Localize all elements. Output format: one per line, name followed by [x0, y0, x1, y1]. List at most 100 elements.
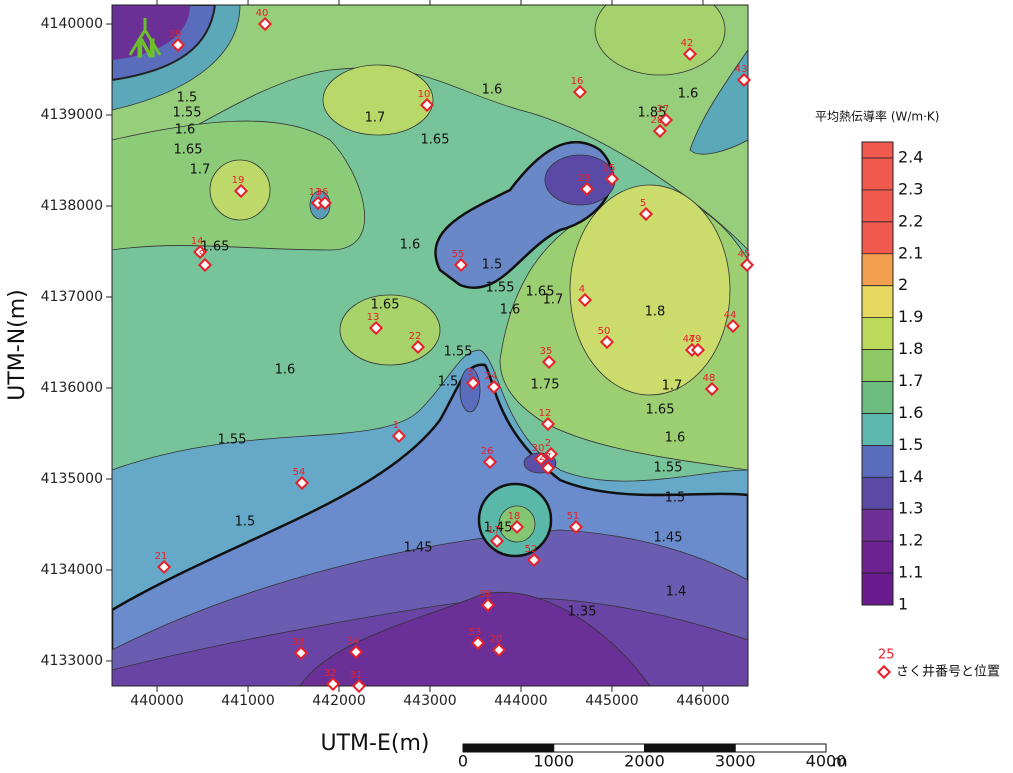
- scalebar-label: 1000: [533, 752, 574, 770]
- well-label: 27: [539, 452, 552, 463]
- contour-label: 1.6: [482, 83, 503, 98]
- colorbar-tick-label: 1.2: [898, 531, 923, 550]
- well-label: 10: [418, 89, 431, 100]
- contour-label: 1.7: [365, 111, 386, 126]
- well-label: 51: [567, 511, 580, 522]
- well-label: 16: [571, 76, 584, 87]
- colorbar-cell: [861, 381, 894, 414]
- well-marker: [533, 451, 549, 467]
- well-label: 49: [689, 334, 702, 345]
- well-marker: [257, 16, 273, 32]
- contour-label: 1.35: [568, 605, 597, 620]
- well-label: 54: [293, 467, 306, 478]
- well-label: 31: [350, 670, 363, 681]
- well-label: 37: [657, 104, 670, 115]
- well-label: 24: [485, 371, 498, 382]
- colorbar-tick-label: 1.3: [898, 499, 923, 518]
- well-label: 42: [681, 38, 694, 49]
- contour-label: 1.55: [486, 281, 515, 296]
- well-marker: [233, 183, 249, 199]
- well-marker: [325, 676, 341, 692]
- contour-label: 1.5: [438, 375, 459, 390]
- well-label: 38: [479, 589, 492, 600]
- well-marker: [725, 318, 741, 334]
- well-marker: [489, 533, 505, 549]
- dynamic-layer: 440000 441000 442000 443000 444000 445000 4460…: [41, 0, 923, 771]
- scalebar-label: 2000: [624, 752, 665, 770]
- well-marker: [572, 84, 588, 100]
- x-axis-label: UTM-E(m): [321, 731, 430, 756]
- well-marker: [348, 644, 364, 660]
- well-marker: [410, 339, 426, 355]
- contour-label: 1.45: [654, 531, 683, 546]
- x-tick-label: 440000: [130, 693, 183, 709]
- well-label: 21: [155, 551, 168, 562]
- contour-map: N: [112, 5, 748, 686]
- colorbar-tick-label: 1.4: [898, 467, 923, 486]
- well-marker: [736, 72, 752, 88]
- legend-sample-label: 25: [878, 648, 895, 663]
- well-label: 20: [490, 634, 503, 645]
- y-tick-label: 4140000: [41, 16, 103, 32]
- colorbar-tick-label: 1: [898, 595, 908, 614]
- y-tick-label: 4136000: [41, 380, 103, 396]
- north-arrow: [128, 18, 162, 56]
- well-label: 47: [683, 334, 696, 345]
- colorbar-tick-label: 2.3: [898, 179, 923, 198]
- well-label: 34: [347, 636, 360, 647]
- well-label: 45: [738, 249, 751, 260]
- colorbar-cell: [861, 317, 894, 350]
- well-marker: [540, 460, 556, 476]
- x-tick-label: 442000: [312, 693, 365, 709]
- colorbar-cell: [861, 349, 894, 382]
- well-label: 55: [452, 249, 465, 260]
- well-marker: [453, 257, 469, 273]
- colorbar-cell: [861, 445, 894, 478]
- contour-label: 1.45: [484, 521, 513, 536]
- y-tick-label: 4139000: [41, 107, 103, 123]
- well-label: 1: [393, 420, 399, 431]
- contour-label: 1.6: [175, 123, 196, 138]
- well-marker: [638, 206, 654, 222]
- scalebar-label: 4000: [806, 752, 847, 770]
- well-marker: [197, 257, 213, 273]
- contour-label: 1.85: [638, 106, 667, 121]
- contour-label: 1.7: [190, 163, 211, 178]
- colorbar-cell: [861, 508, 894, 542]
- well-marker: [599, 334, 615, 350]
- well-marker: [351, 678, 367, 694]
- x-tick-label: 444000: [494, 693, 547, 709]
- well-marker: [568, 519, 584, 535]
- colorbar-tick-label: 1.7: [898, 371, 923, 390]
- well-marker: [604, 171, 620, 187]
- well-marker: [704, 381, 720, 397]
- colorbar-cell: [861, 141, 894, 159]
- contour-label: 1.55: [444, 345, 473, 360]
- x-tick-label: 443000: [403, 693, 456, 709]
- contour-high: [322, 64, 434, 136]
- well-label: 11: [309, 187, 322, 198]
- well-marker: [658, 112, 674, 128]
- contour-label: 1.6: [400, 238, 421, 253]
- contour-label: 1.55: [218, 433, 247, 448]
- colorbar-tick-label: 1.1: [898, 563, 923, 582]
- well-label: 52: [525, 544, 538, 555]
- well-marker: [509, 519, 525, 535]
- well-marker: [482, 454, 498, 470]
- contour-label: 1.65: [646, 403, 675, 418]
- well-marker: [652, 123, 667, 139]
- contour-label: 1.8: [645, 305, 666, 320]
- well-label: 13: [367, 312, 380, 323]
- y-tick-label: 4137000: [41, 289, 103, 305]
- colorbar-cell: [861, 221, 894, 255]
- colorbar-tick-label: 2.1: [898, 243, 923, 262]
- y-tick-label: 4133000: [41, 653, 103, 669]
- well-label: 36: [316, 187, 329, 198]
- colorbar-cell: [861, 285, 894, 318]
- well-label: 2: [545, 438, 551, 449]
- well-marker: [540, 416, 556, 432]
- well-marker: [391, 428, 407, 444]
- well-label: 44: [724, 310, 737, 321]
- contour-label: 1.75: [531, 378, 560, 393]
- well-label: 53: [469, 627, 482, 638]
